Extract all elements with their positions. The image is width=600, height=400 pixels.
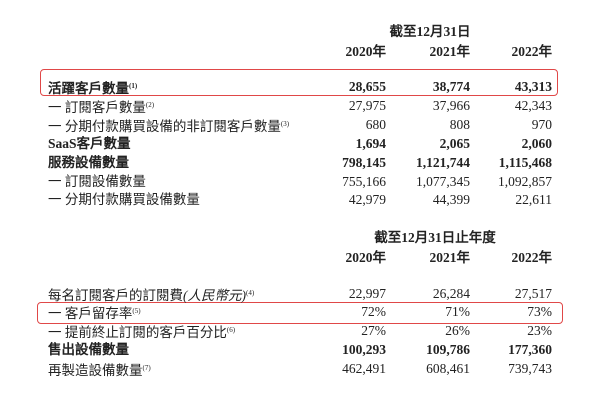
row-value: 680 (365, 117, 386, 132)
row-value: 2,065 (439, 136, 470, 151)
section1-year: 2021年 (429, 44, 471, 59)
row-value: 73% (527, 304, 552, 319)
row-value: 1,077,345 (416, 174, 470, 189)
row-label: 一 客戶留存率(5) (48, 302, 141, 323)
footnote-ref: (6) (226, 326, 236, 334)
row-value: 26,284 (432, 286, 470, 301)
row-value: 42,979 (348, 192, 386, 207)
section2-year: 2021年 (429, 250, 471, 265)
row-label-text: 每名訂閱客戶的訂閱費 (48, 288, 183, 303)
row-value: 808 (449, 117, 470, 132)
row-value: 970 (531, 117, 552, 132)
row-value: 2,060 (521, 136, 552, 151)
row-label: 售出設備數量 (48, 340, 129, 359)
row-label-text: 一 提前終止訂閱的客戶百分比 (48, 325, 227, 340)
table-row: 一 訂閱設備數量 755,166 1,077,345 1,092,857 (0, 172, 600, 191)
footnote-ref: (7) (142, 364, 151, 372)
section1-year: 2022年 (511, 44, 553, 59)
footnote-ref: (5) (132, 307, 141, 315)
row-label-text: 售出設備數量 (48, 342, 129, 357)
row-label: 每名訂閱客戶的訂閱費(人民幣元)(4) (48, 284, 254, 305)
table-row: 再製造設備數量(7) 462,491 608,461 739,743 (0, 359, 600, 378)
row-label: 一 分期付款購買設備數量 (48, 190, 200, 209)
table-row: 活躍客戶數量(1) 28,655 38,774 43,313 (0, 77, 600, 96)
row-value: 27,517 (514, 286, 552, 301)
row-value: 43,313 (514, 79, 552, 94)
row-label-text: 一 訂閱設備數量 (48, 174, 146, 189)
row-label-text: 活躍客戶數量 (48, 81, 129, 96)
table-row: 一 客戶留存率(5) 72% 71% 73% (0, 302, 600, 321)
table-row: 售出設備數量 100,293 109,786 177,360 (0, 340, 600, 359)
row-value: 1,115,468 (498, 155, 552, 170)
table-row: 每名訂閱客戶的訂閱費(人民幣元)(4) 22,997 26,284 27,517 (0, 284, 600, 303)
row-value: 755,166 (342, 174, 386, 189)
section1-title: 截至12月31日 (389, 24, 471, 39)
row-value: 26% (445, 323, 470, 338)
row-value: 608,461 (426, 361, 470, 376)
table-row: 一 分期付款購買設備的非訂閱客戶數量(3) 680 808 970 (0, 115, 600, 134)
row-label-text: 服務設備數量 (48, 155, 129, 170)
row-label: 一 分期付款購買設備的非訂閱客戶數量(3) (48, 115, 289, 136)
row-value: 71% (445, 304, 470, 319)
row-value: 37,966 (432, 98, 470, 113)
row-value: 23% (527, 323, 552, 338)
row-value: 1,121,744 (416, 155, 470, 170)
section2-year: 2020年 (345, 250, 387, 265)
highlight-box-active-customers (40, 69, 558, 96)
table-row: 一 訂閱客戶數量(2) 27,975 37,966 42,343 (0, 96, 600, 115)
highlight-box-retention-rate (37, 302, 563, 324)
row-value: 109,786 (426, 342, 470, 357)
row-label: SaaS客戶數量 (48, 134, 131, 153)
table-row: 一 分期付款購買設備數量 42,979 44,399 22,611 (0, 190, 600, 209)
section2-title: 截至12月31日止年度 (374, 230, 496, 245)
row-label: 活躍客戶數量(1) (48, 77, 137, 98)
row-value: 462,491 (342, 361, 386, 376)
row-label: 一 提前終止訂閱的客戶百分比(6) (48, 321, 235, 342)
row-label-text: 一 訂閱客戶數量 (48, 100, 146, 115)
table-row: 一 提前終止訂閱的客戶百分比(6) 27% 26% 23% (0, 321, 600, 340)
row-value: 177,360 (508, 342, 552, 357)
section2-year: 2022年 (511, 250, 553, 265)
row-value: 27% (361, 323, 386, 338)
row-value: 44,399 (432, 192, 470, 207)
row-label-text: 再製造設備數量 (48, 363, 143, 378)
row-value: 798,145 (342, 155, 386, 170)
row-label-text: 一 分期付款購買設備的非訂閱客戶數量 (48, 119, 281, 134)
table-row: SaaS客戶數量 1,694 2,065 2,060 (0, 134, 600, 153)
row-value: 739,743 (508, 361, 552, 376)
row-value: 38,774 (432, 79, 470, 94)
row-value: 28,655 (348, 79, 386, 94)
row-value: 72% (361, 304, 386, 319)
row-label: 服務設備數量 (48, 153, 129, 172)
row-value: 42,343 (514, 98, 552, 113)
row-label: 再製造設備數量(7) (48, 359, 151, 380)
footnote-ref: (4) (246, 289, 255, 297)
row-value: 1,092,857 (498, 174, 552, 189)
table-row: 服務設備數量 798,145 1,121,744 1,115,468 (0, 153, 600, 172)
section1-year: 2020年 (345, 44, 387, 59)
row-value: 1,694 (355, 136, 386, 151)
row-value: 100,293 (342, 342, 386, 357)
row-label: 一 訂閱客戶數量(2) (48, 96, 154, 117)
row-label-text: 一 客戶留存率 (48, 306, 133, 321)
row-value: 27,975 (348, 98, 386, 113)
footnote-ref: (2) (145, 101, 155, 109)
footnote-ref: (3) (280, 120, 290, 128)
row-label-text: 一 分期付款購買設備數量 (48, 192, 200, 207)
row-label-unit: (人民幣元) (183, 288, 246, 303)
footnote-ref: (1) (129, 82, 138, 90)
row-value: 22,611 (515, 192, 552, 207)
row-label: 一 訂閱設備數量 (48, 172, 146, 191)
row-value: 22,997 (348, 286, 386, 301)
row-label-text: SaaS客戶數量 (48, 136, 131, 151)
